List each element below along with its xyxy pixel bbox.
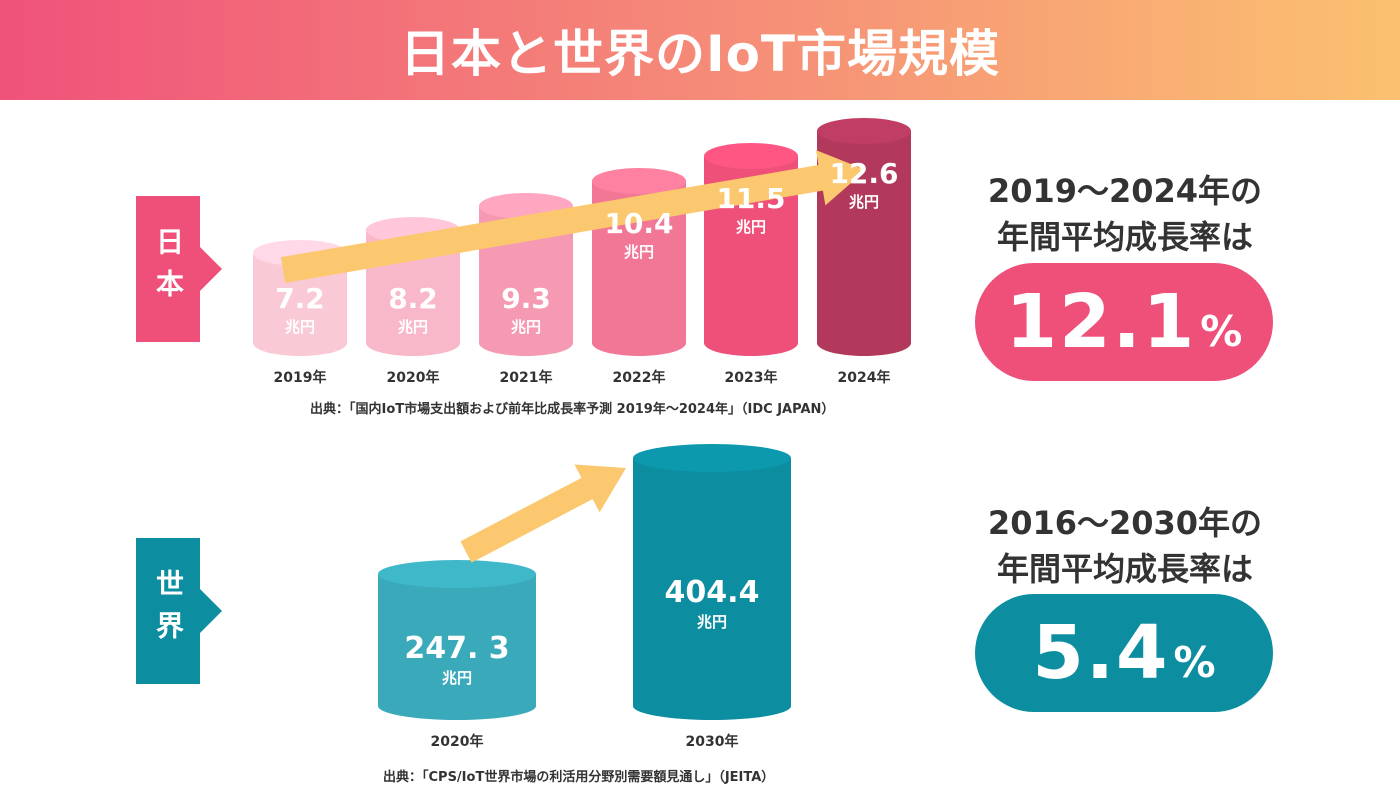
japan-value-label-6: 12.6 [829,157,898,190]
japan-bar-chart: 7.2 兆円 2019年 8.2 兆円 2020年 9.3 兆円 2021年 10.4 兆円 2022… [253,118,911,386]
japan-unit-label-3: 兆円 [511,318,541,336]
japan-bar-5-top [704,143,798,169]
world-category-label-1: 2020年 [431,733,484,750]
world-rate-value: 5.4 [1032,610,1170,696]
world-bar-2 [633,444,791,720]
japan-bar-6-top [817,118,911,144]
world-value-label-1: 247. 3 [404,631,509,666]
world-bar-2-body [633,458,791,720]
world-bar-1-body [378,574,536,720]
world-value-label-2: 404.4 [665,575,760,610]
japan-category-label-5: 2023年 [725,369,778,386]
japan-bar-6 [817,118,911,356]
world-bar-chart: 247. 3 兆円 2020年 404.4 兆円 2030年 [378,444,791,750]
world-unit-label-1: 兆円 [442,669,472,687]
world-rate-unit: % [1173,637,1216,687]
world-rate-pill: 5.4 % [975,594,1273,712]
japan-value-label-2: 8.2 [388,282,438,315]
japan-unit-label-6: 兆円 [849,193,879,211]
japan-value-label-5: 11.5 [716,182,785,215]
world-bar-2-top [633,444,791,472]
japan-label-tag: 日本 [136,196,222,342]
japan-rate-value: 12.1 [1005,279,1197,365]
world-growth-arrow [460,464,626,563]
japan-value-label-3: 9.3 [501,282,551,315]
japan-category-label-6: 2024年 [838,369,891,386]
japan-growth-arrow [280,150,866,283]
japan-bar-4-top [592,168,686,194]
japan-rate-heading: 2019～2024年の 年間平均成長率は [960,168,1290,260]
world-label-tag: 世界 [136,538,222,684]
world-unit-label-2: 兆円 [697,613,727,631]
japan-bar-1-body [253,253,347,356]
japan-rate-heading-line1: 2019～2024年の [987,172,1263,210]
japan-source: 出典：「国内IoT市場支出額および前年比成長率予測 2019年～2024年」（I… [310,402,835,417]
world-category-label-2: 2030年 [686,733,739,750]
world-rate-heading: 2016～2030年の 年間平均成長率は [960,500,1290,592]
japan-unit-label-5: 兆円 [736,218,766,236]
world-bar-1-top [378,560,536,588]
world-label: 世界 [152,569,185,653]
world-bar-1 [378,560,536,720]
japan-rate-heading-line2: 年間平均成長率は [996,218,1253,256]
header-banner: 日本と世界のIoT市場規模 [0,0,1400,100]
japan-rate-unit: % [1200,306,1243,356]
japan-unit-label-4: 兆円 [624,243,654,261]
japan-value-label-4: 10.4 [604,207,673,240]
japan-rate-pill: 12.1 % [975,263,1273,381]
japan-unit-label-1: 兆円 [285,318,315,336]
world-source: 出典：「CPS/IoT世界市場の利活用分野別需要額見通し」（JEITA） [383,770,775,785]
japan-category-label-2: 2020年 [387,369,440,386]
japan-label: 日本 [152,227,185,311]
japan-value-label-1: 7.2 [275,282,325,315]
world-rate-heading-line1: 2016～2030年の [987,504,1263,542]
japan-unit-label-2: 兆円 [398,318,428,336]
japan-category-label-4: 2022年 [613,369,666,386]
japan-category-label-3: 2021年 [500,369,553,386]
page-title: 日本と世界のIoT市場規模 [399,25,1001,83]
world-rate-heading-line2: 年間平均成長率は [996,550,1253,588]
japan-category-label-1: 2019年 [274,369,327,386]
